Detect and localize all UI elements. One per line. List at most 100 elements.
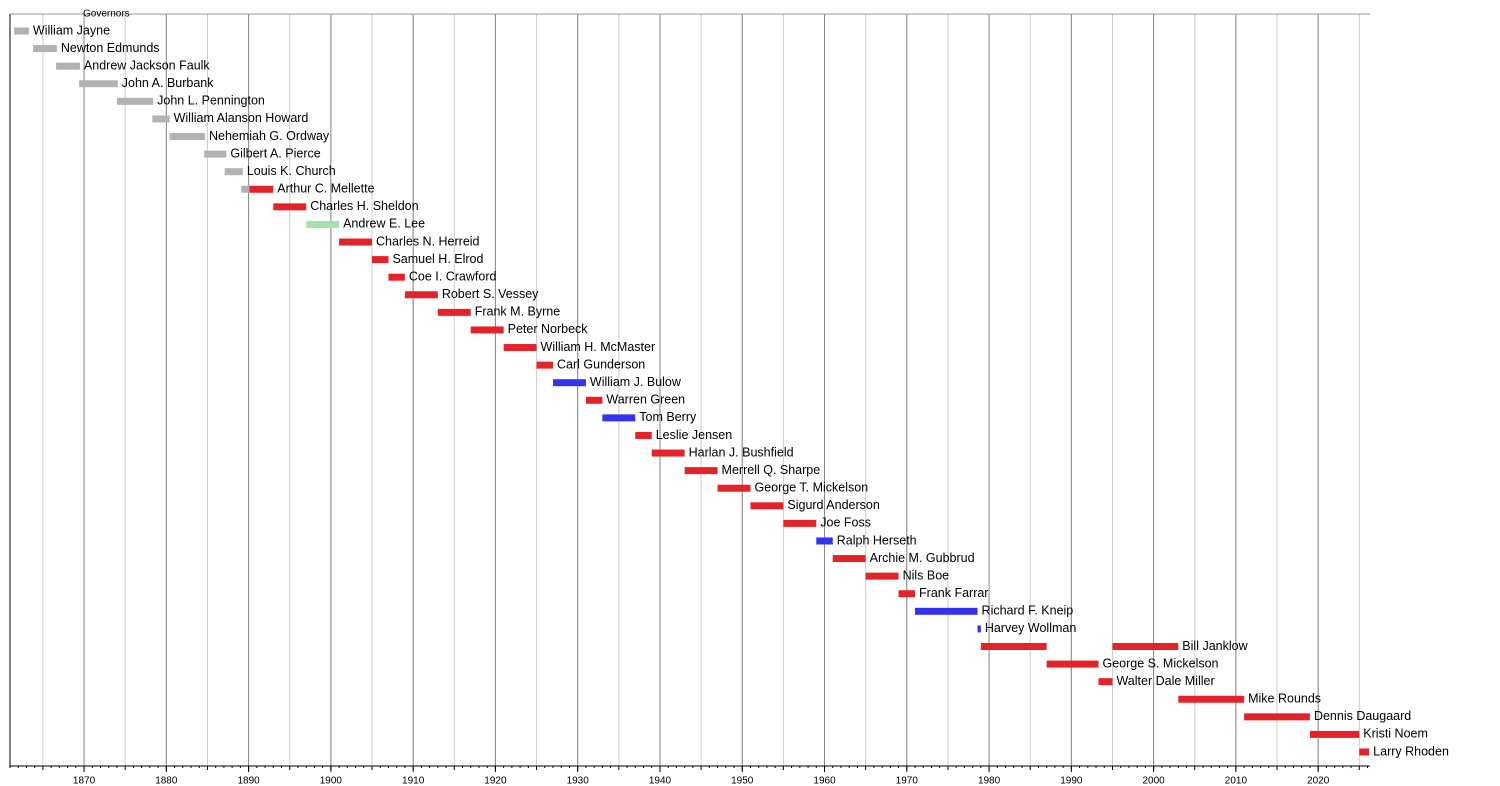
governor-label: Leslie Jensen	[656, 428, 732, 442]
term-bar	[503, 344, 537, 352]
governor-label: Ralph Herseth	[837, 533, 917, 547]
term-bar	[388, 273, 405, 281]
grid: 1870 1880 1890 1900 1910 1920 1930 1940 1950 1960…	[9, 14, 1369, 786]
term-bar	[14, 27, 29, 35]
term-bar	[536, 361, 554, 369]
term-bar	[273, 203, 307, 211]
term-bar	[372, 256, 389, 264]
governor-label: Gilbert A. Pierce	[230, 146, 320, 160]
governor-label: William J. Bulow	[590, 375, 682, 389]
term-bar	[980, 642, 1047, 650]
term-bar	[339, 238, 373, 246]
x-tick-label: 1940	[649, 776, 672, 786]
term-bar	[241, 185, 250, 193]
x-tick-label: 1900	[320, 776, 343, 786]
governor-label: Nehemiah G. Ordway	[209, 129, 330, 143]
governor-label: Archie M. Gubbrud	[870, 551, 975, 565]
governor-label: Charles N. Herreid	[376, 234, 480, 248]
governor-label: John L. Pennington	[157, 94, 265, 108]
term-bar	[783, 519, 817, 527]
term-bar	[832, 555, 866, 563]
governor-label: Carl Gunderson	[557, 357, 645, 371]
term-bar	[33, 45, 57, 53]
term-bar	[898, 590, 916, 598]
term-bar	[1178, 695, 1245, 703]
governor-label: Newton Edmunds	[61, 41, 160, 55]
governor-label: Robert S. Vessey	[442, 287, 539, 301]
term-bar	[651, 449, 685, 457]
governor-label: Andrew E. Lee	[343, 217, 425, 231]
governor-label: Andrew Jackson Faulk	[84, 58, 211, 72]
term-bar	[1359, 748, 1370, 756]
governor-label: Samuel H. Elrod	[392, 252, 483, 266]
term-bar	[750, 502, 784, 510]
x-tick-label: 1880	[155, 776, 178, 786]
term-bar	[1244, 713, 1310, 721]
term-bar	[404, 291, 438, 299]
x-tick-label: 1960	[813, 776, 836, 786]
governor-label: Dennis Daugaard	[1314, 709, 1411, 723]
governor-label: Sigurd Anderson	[787, 498, 879, 512]
x-tick-label: 2010	[1225, 776, 1248, 786]
term-bar	[1112, 642, 1179, 650]
x-tick-label: 1910	[402, 776, 425, 786]
term-bar	[249, 185, 274, 193]
term-bar	[437, 308, 471, 316]
governor-label: Walter Dale Miller	[1116, 674, 1214, 688]
governor-label: Tom Berry	[639, 410, 697, 424]
governor-label: Mike Rounds	[1248, 692, 1321, 706]
term-bar	[1309, 730, 1360, 738]
chart-title: Governors	[83, 9, 130, 20]
term-bar	[169, 133, 205, 141]
x-tick-label: 1920	[484, 776, 507, 786]
term-bar	[915, 607, 978, 615]
bars: William Jayne Newton Edmunds Andrew Jackso…	[14, 23, 1449, 758]
governor-label: Harlan J. Bushfield	[689, 445, 794, 459]
governor-label: Frank Farrar	[919, 586, 988, 600]
governor-label: William Alanson Howard	[174, 111, 309, 125]
term-bar	[865, 572, 899, 580]
governor-label: Bill Janklow	[1182, 639, 1248, 653]
term-bar	[470, 326, 504, 334]
x-tick-label: 1980	[978, 776, 1001, 786]
x-tick-label: 2020	[1307, 776, 1330, 786]
x-tick-label: 1990	[1060, 776, 1083, 786]
governor-label: William H. McMaster	[541, 340, 656, 354]
x-tick-label: 1930	[567, 776, 590, 786]
governor-label: Merrell Q. Sharpe	[722, 463, 821, 477]
governor-label: Nils Boe	[903, 568, 950, 582]
governor-label: Harvey Wollman	[985, 621, 1077, 635]
governor-label: Richard F. Kneip	[982, 604, 1074, 618]
term-bar	[717, 484, 751, 492]
governor-label: Larry Rhoden	[1373, 744, 1449, 758]
term-bar	[635, 431, 652, 439]
term-bar	[79, 80, 118, 88]
term-bar	[1098, 678, 1113, 686]
term-bar	[116, 97, 154, 105]
governor-label: Warren Green	[606, 393, 685, 407]
governor-label: George T. Mickelson	[754, 481, 868, 495]
governor-label: Frank M. Byrne	[475, 305, 560, 319]
x-tick-label: 1870	[73, 776, 96, 786]
governor-label: Louis K. Church	[247, 164, 336, 178]
term-bar	[602, 414, 636, 422]
governor-label: Kristi Noem	[1363, 727, 1428, 741]
governor-label: Charles H. Sheldon	[310, 199, 418, 213]
governor-label: John A. Burbank	[122, 76, 214, 90]
governor-label: William Jayne	[33, 23, 110, 37]
term-bar	[1046, 660, 1099, 668]
x-tick-label: 1970	[896, 776, 919, 786]
term-bar	[224, 168, 243, 176]
term-bar	[977, 625, 981, 633]
x-tick-label: 1890	[237, 776, 260, 786]
governor-label: George S. Mickelson	[1102, 656, 1218, 670]
term-bar	[204, 150, 227, 158]
x-tick-label: 1950	[731, 776, 754, 786]
term-bar	[306, 220, 340, 228]
term-bar	[553, 379, 586, 387]
term-bar	[56, 62, 80, 70]
term-bar	[816, 537, 833, 545]
term-bar	[152, 115, 170, 123]
term-bar	[684, 467, 718, 475]
